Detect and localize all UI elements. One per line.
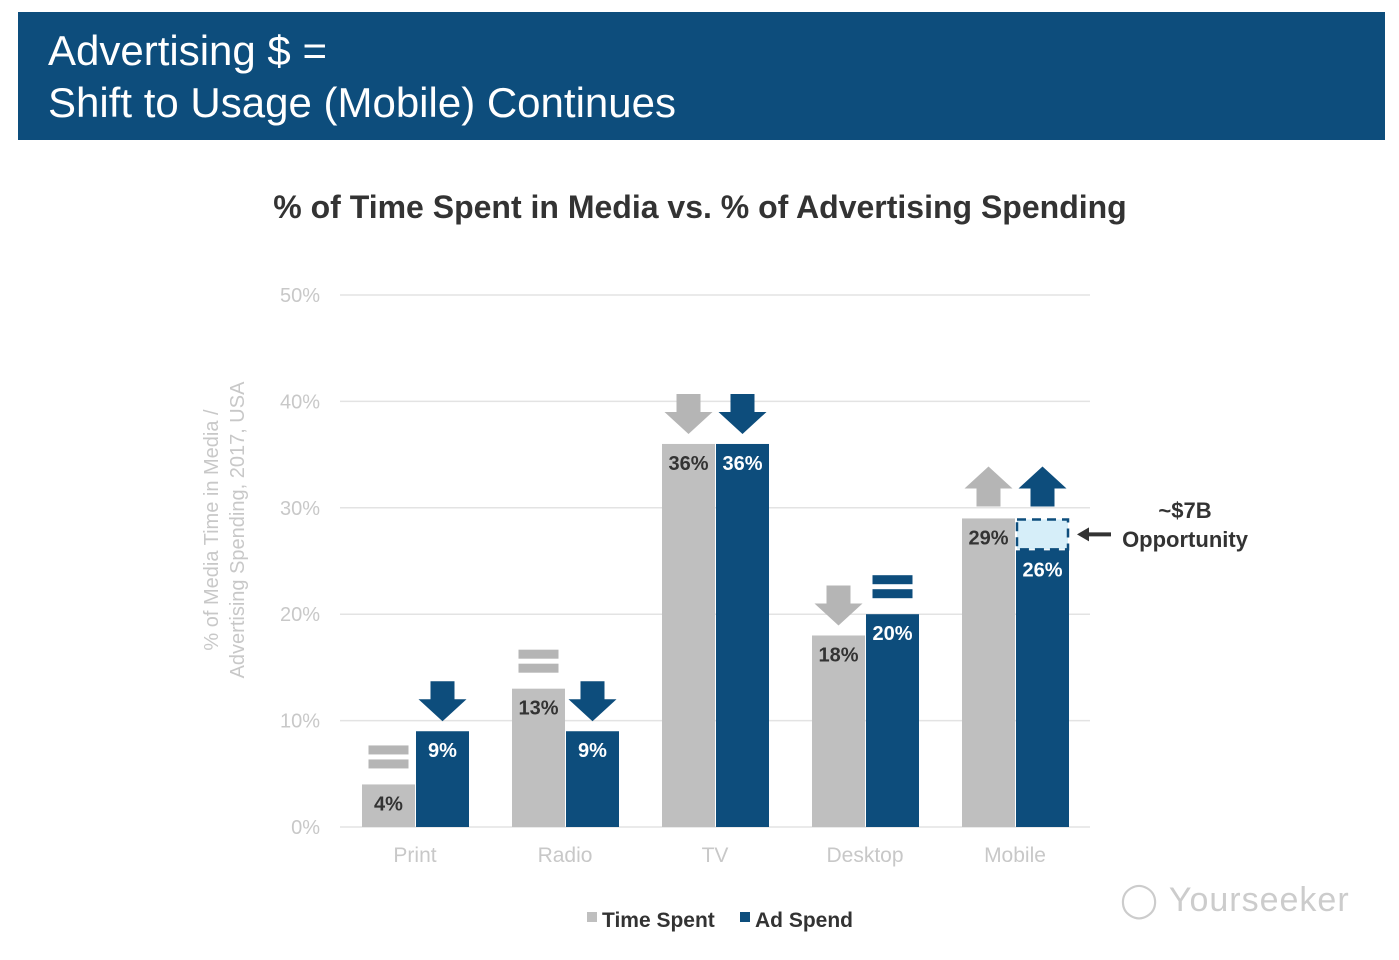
arrow-down-icon xyxy=(718,393,767,434)
legend-swatch-time-spent xyxy=(587,912,597,922)
data-label: 36% xyxy=(722,453,762,475)
y-tick-label: 10% xyxy=(280,711,320,733)
legend: Time Spent Ad Spend xyxy=(587,909,853,932)
legend-swatch-ad-spend xyxy=(740,912,750,922)
equal-icon xyxy=(518,663,559,673)
data-label: 4% xyxy=(374,793,403,815)
annotation-amount: ~$7B xyxy=(1158,498,1211,523)
data-label: 20% xyxy=(872,623,912,645)
equal-icon xyxy=(368,745,409,755)
y-axis-label-1: % of Media Time in Media / xyxy=(201,409,223,651)
arrow-down-icon xyxy=(814,585,863,626)
data-label: 36% xyxy=(668,453,708,475)
data-label: 29% xyxy=(968,527,1008,549)
bar-time-spent xyxy=(512,688,565,827)
data-label: 9% xyxy=(428,740,457,762)
x-tick-label: Print xyxy=(393,844,436,867)
title-banner: Advertising $ = Shift to Usage (Mobile) … xyxy=(18,12,1385,140)
data-label: 13% xyxy=(518,698,558,720)
arrow-left-icon xyxy=(1077,527,1111,542)
y-tick-label: 30% xyxy=(280,498,320,520)
x-tick-label: Desktop xyxy=(826,844,903,867)
watermark-text: Yourseeker xyxy=(1168,881,1350,919)
bar-ad-spend xyxy=(866,614,919,827)
title-line-1: Advertising $ = xyxy=(48,27,327,74)
arrow-up-icon xyxy=(964,466,1013,507)
data-label: 9% xyxy=(578,740,607,762)
bar-ad-spend xyxy=(716,443,769,827)
wechat-icon: ◯ xyxy=(1120,881,1160,919)
data-label: 26% xyxy=(1022,559,1062,581)
x-tick-label: Radio xyxy=(538,844,593,867)
bar-time-spent xyxy=(962,518,1015,827)
bar-time-spent xyxy=(812,635,865,827)
chart-title: % of Time Spent in Media vs. % of Advert… xyxy=(273,189,1126,225)
y-tick-label: 40% xyxy=(280,391,320,413)
bar-time-spent xyxy=(362,784,415,827)
bar-ad-spend xyxy=(566,731,619,827)
legend-time-spent: Time Spent xyxy=(602,909,715,932)
arrow-down-icon xyxy=(568,681,617,722)
y-tick-label: 0% xyxy=(291,817,320,839)
arrow-down-icon xyxy=(664,393,713,434)
equal-icon xyxy=(518,649,559,659)
watermark: ◯ Yourseeker xyxy=(1120,880,1350,920)
title-line-2: Shift to Usage (Mobile) Continues xyxy=(48,79,676,126)
arrow-up-icon xyxy=(1018,466,1067,507)
legend-ad-spend: Ad Spend xyxy=(755,909,853,932)
y-axis-label-2: Advertising Spending, 2017, USA xyxy=(227,381,249,679)
x-tick-label: TV xyxy=(702,844,729,867)
annotation-label: Opportunity xyxy=(1122,527,1249,552)
bar-ad-spend xyxy=(416,731,469,827)
bar-time-spent xyxy=(662,443,715,827)
equal-icon xyxy=(872,575,913,585)
equal-icon xyxy=(872,589,913,599)
y-tick-label: 50% xyxy=(280,285,320,307)
data-label: 18% xyxy=(818,644,858,666)
x-tick-label: Mobile xyxy=(984,844,1046,867)
arrow-down-icon xyxy=(418,681,467,722)
opportunity-gap xyxy=(1015,518,1070,551)
y-tick-label: 20% xyxy=(280,604,320,626)
equal-icon xyxy=(368,759,409,769)
bar-ad-spend xyxy=(1016,550,1069,827)
